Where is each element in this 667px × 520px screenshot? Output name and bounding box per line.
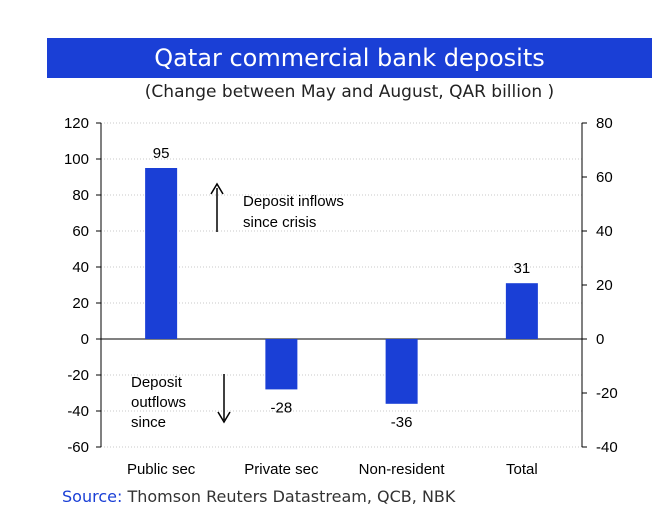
annotation-inflows: Deposit inflows — [243, 193, 344, 210]
bar-total — [505, 283, 538, 339]
bar-non-resident — [385, 339, 418, 404]
y2-tick-label: -20 — [596, 385, 618, 402]
y-tick-label: 60 — [72, 223, 89, 240]
y2-tick-label: 20 — [596, 277, 613, 294]
y-tick-label: -40 — [67, 403, 89, 420]
chart-subtitle: (Change between May and August, QAR bill… — [144, 82, 555, 102]
y-tick-label: 120 — [64, 115, 89, 132]
x-tick-label: Non-resident — [359, 461, 446, 478]
x-tick-label: Private sec — [244, 461, 319, 478]
chart-title: Qatar commercial bank deposits — [47, 38, 652, 78]
x-tick-label: Total — [506, 461, 538, 478]
bar-private-sec — [265, 339, 298, 390]
data-label: -36 — [391, 414, 413, 431]
up-arrow-head-icon — [210, 182, 224, 195]
y2-tick-label: 60 — [596, 169, 613, 186]
y-tick-label: 80 — [72, 187, 89, 204]
annotation-outflows: outflows — [131, 394, 186, 411]
x-tick-label: Public sec — [127, 461, 196, 478]
data-label: -28 — [271, 399, 293, 416]
source-text: Thomson Reuters Datastream, QCB, NBK — [127, 487, 456, 506]
source-label: Source: — [62, 487, 123, 506]
data-label: 95 — [153, 145, 170, 162]
y-tick-label: -20 — [67, 367, 89, 384]
y-tick-label: 100 — [64, 151, 89, 168]
y-tick-label: 0 — [81, 331, 89, 348]
y2-tick-label: 80 — [596, 115, 613, 132]
y-tick-label: 20 — [72, 295, 89, 312]
y-tick-label: 40 — [72, 259, 89, 276]
y2-tick-label: -40 — [596, 439, 618, 456]
y-tick-label: -60 — [67, 439, 89, 456]
data-label: 31 — [514, 260, 531, 277]
annotation-outflows: Deposit — [131, 374, 183, 391]
annotation-outflows: since — [131, 414, 166, 431]
source-note: Source: Thomson Reuters Datastream, QCB,… — [62, 487, 455, 506]
y2-tick-label: 0 — [596, 331, 604, 348]
annotation-inflows: since crisis — [243, 214, 316, 231]
y2-tick-label: 40 — [596, 223, 613, 240]
bar-public-sec — [145, 168, 178, 339]
down-arrow-head-icon — [217, 411, 231, 424]
